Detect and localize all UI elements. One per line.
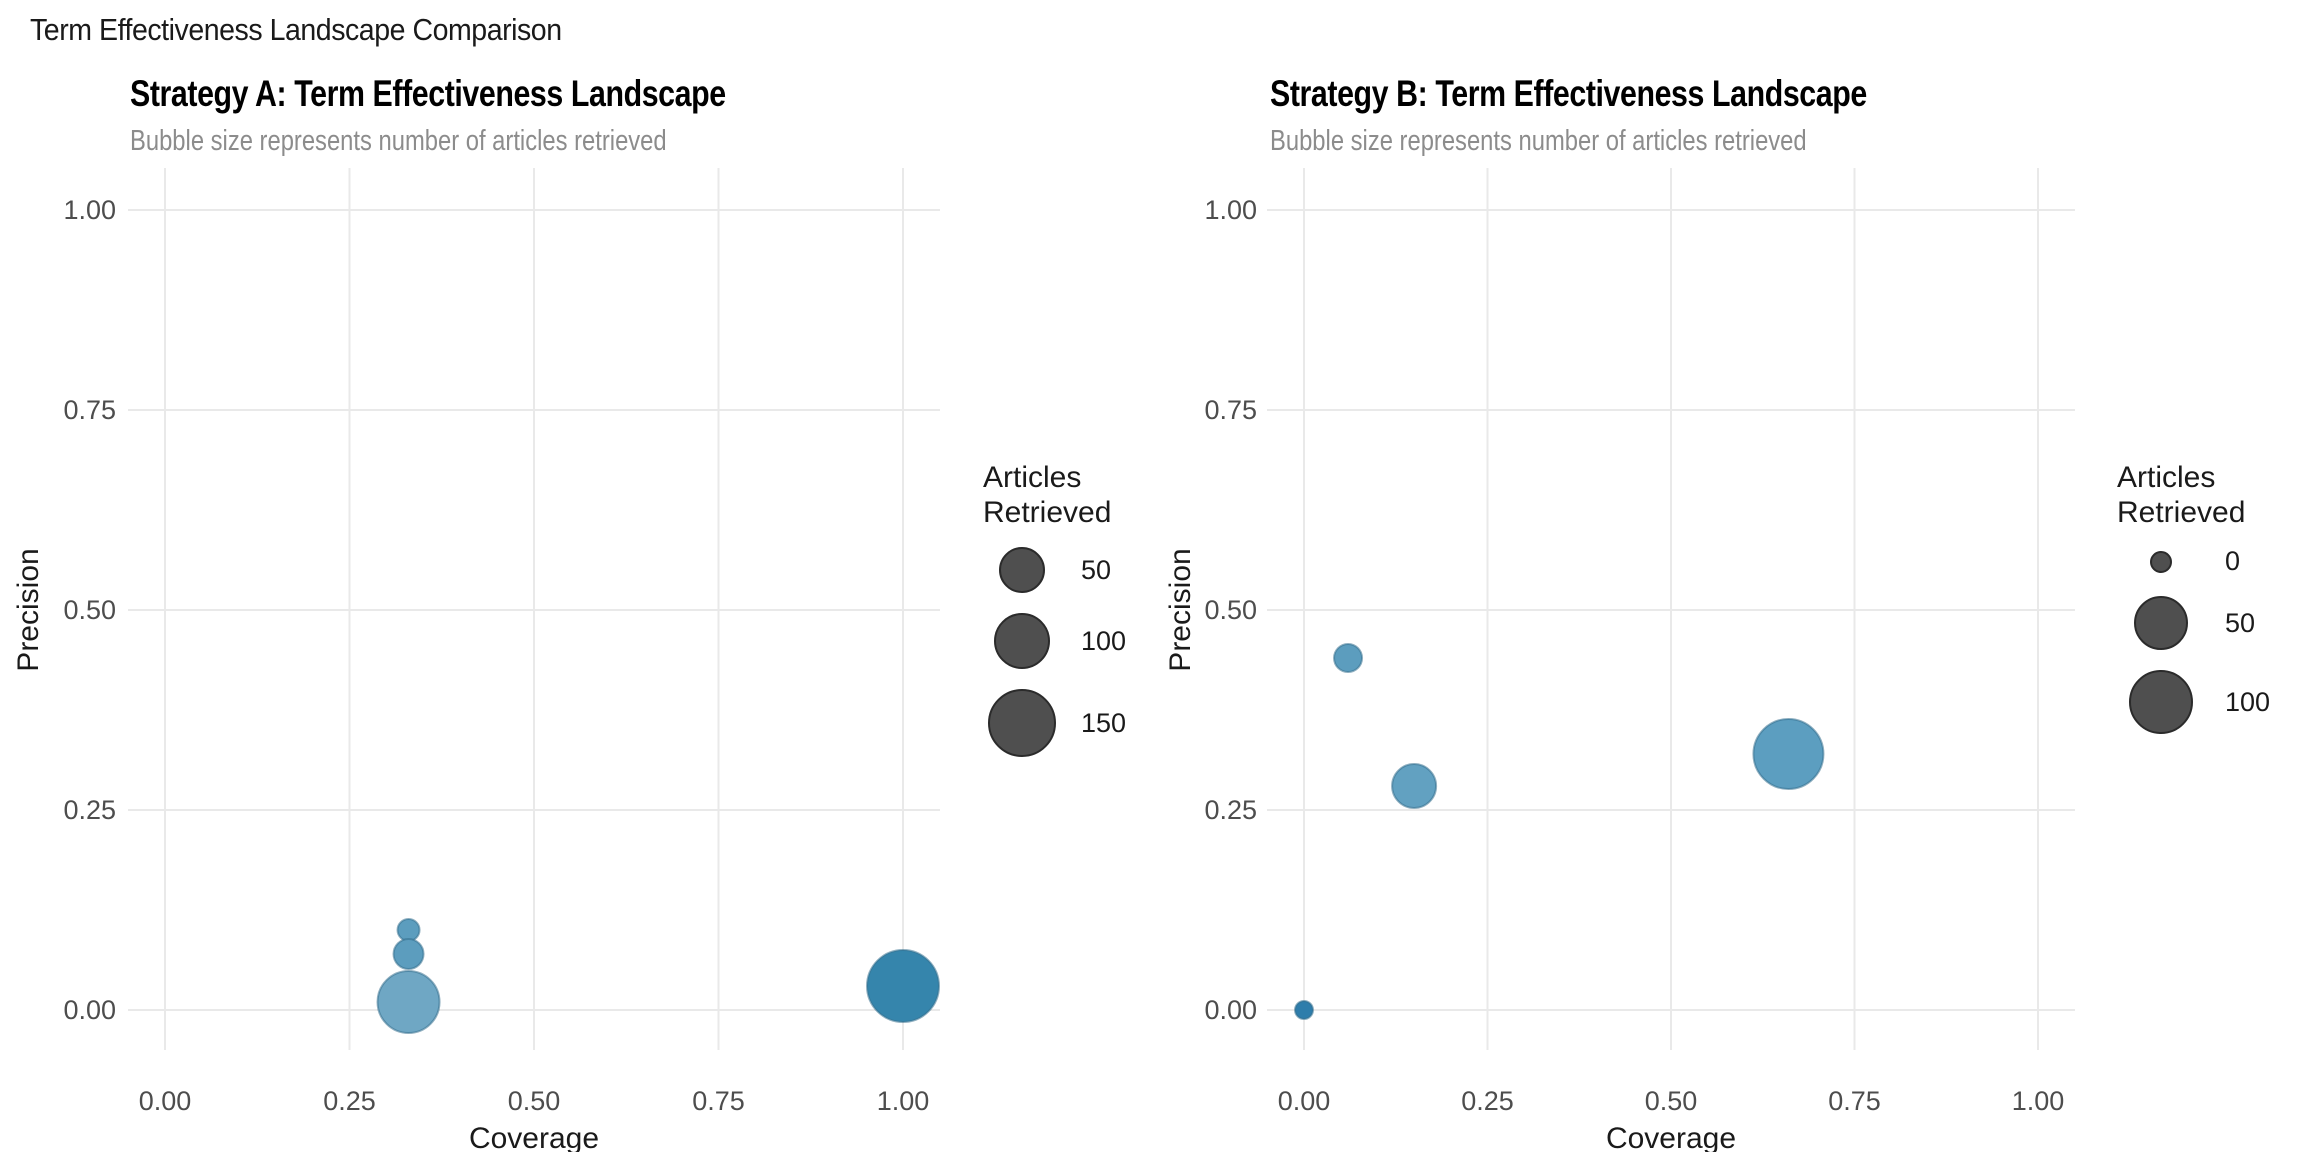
panel-a-title: Strategy A: Term Effectiveness Landscape [130, 73, 726, 114]
data-bubble [1752, 718, 1825, 790]
y-axis-tick-label: 0.75 [63, 395, 116, 425]
legend-size-circle [2150, 550, 2172, 573]
legend-item-label: 150 [1081, 707, 1127, 738]
x-axis-title: Coverage [469, 1122, 599, 1152]
panel-a-subtitle: Bubble size represents number of article… [130, 125, 667, 157]
data-bubble [866, 949, 940, 1023]
panel-b-size-legend: Articles Retrieved 0 50 100 [2117, 460, 2297, 735]
y-axis-tick-label: 0.00 [1204, 995, 1257, 1025]
legend-item: 100 [983, 612, 1183, 670]
x-axis-tick-label: 0.25 [323, 1086, 376, 1116]
y-axis-tick-label: 0.50 [63, 595, 116, 625]
legend-size-circle [2134, 596, 2188, 650]
legend-item-label: 0 [2225, 546, 2241, 576]
legend-circle-cell [983, 688, 1061, 758]
legend-item-label: 100 [2225, 686, 2271, 717]
legend-circle [2129, 670, 2193, 734]
legend-item-label: 100 [1081, 625, 1127, 656]
legend-circle-cell [2117, 669, 2205, 735]
x-axis-tick-label: 0.00 [1278, 1086, 1331, 1116]
legend-size-circle [2129, 670, 2193, 734]
data-bubble [392, 938, 425, 970]
legend-size-circle [988, 689, 1056, 757]
x-axis-tick-label: 1.00 [877, 1086, 930, 1116]
data-bubble [1333, 643, 1364, 673]
legend-items: 0 50 100 [2117, 546, 2297, 735]
legend-circle [994, 613, 1050, 669]
panel-b-plot-area: 0.00 0.25 0.50 0.75 1.00 0.00 0.25 0.50 0.75 1.00… [1164, 168, 2075, 1152]
y-axis-title: Precision [12, 548, 45, 671]
legend-title: Articles Retrieved [983, 461, 1112, 529]
legend-item-label: 50 [2225, 607, 2256, 638]
data-bubble [1391, 763, 1438, 809]
legend-item-label: 50 [1081, 554, 1112, 585]
x-axis-title: Coverage [1606, 1122, 1736, 1152]
legend-item: 150 [983, 688, 1183, 758]
legend-circle-cell [983, 546, 1061, 594]
panel-b-title: Strategy B: Term Effectiveness Landscape [1270, 73, 1867, 114]
x-axis-tick-label: 0.50 [1645, 1086, 1698, 1116]
panel-b-subtitle: Bubble size represents number of article… [1270, 125, 1807, 157]
y-axis-tick-label: 0.25 [63, 795, 116, 825]
page-title: Term Effectiveness Landscape Comparison [30, 12, 562, 47]
y-axis-tick-label: 1.00 [63, 195, 116, 225]
legend-items: 50 100 150 [983, 546, 1183, 758]
legend-size-circle [999, 547, 1045, 593]
data-bubble [396, 918, 421, 942]
y-axis-tick-label: 0.00 [63, 995, 116, 1025]
legend-circle [988, 689, 1056, 757]
legend-circle [2134, 596, 2188, 650]
x-axis-tick-label: 0.25 [1461, 1086, 1514, 1116]
x-axis-tick-label: 0.75 [1828, 1086, 1881, 1116]
legend-title: Articles Retrieved [2117, 461, 2246, 529]
panel-a-plot-area: 0.00 0.25 0.50 0.75 1.00 0.00 0.25 0.50 0.75 1.00… [12, 168, 940, 1152]
data-bubble [376, 970, 441, 1034]
legend-circle-cell [2117, 595, 2205, 651]
y-axis-title: Precision [1164, 548, 1197, 671]
y-axis-tick-label: 0.50 [1204, 595, 1257, 625]
legend-circle [2150, 550, 2172, 573]
legend-size-circle [994, 613, 1050, 669]
x-axis-tick-label: 0.00 [139, 1086, 192, 1116]
y-axis-tick-label: 1.00 [1204, 195, 1257, 225]
x-axis-tick-label: 0.75 [692, 1086, 745, 1116]
legend-item: 0 [2117, 546, 2297, 577]
panel-a-size-legend: Articles Retrieved 50 100 150 [983, 460, 1183, 758]
legend-item: 100 [2117, 669, 2297, 735]
legend-circle-cell [2117, 550, 2205, 574]
legend-circle-cell [983, 612, 1061, 670]
y-axis-tick-label: 0.75 [1204, 395, 1257, 425]
x-axis-tick-label: 0.50 [508, 1086, 561, 1116]
data-bubble [1294, 1000, 1314, 1020]
x-axis-tick-label: 1.00 [2012, 1086, 2065, 1116]
legend-item: 50 [983, 546, 1183, 594]
legend-item: 50 [2117, 595, 2297, 651]
y-axis-tick-label: 0.25 [1204, 795, 1257, 825]
legend-circle [999, 547, 1045, 593]
